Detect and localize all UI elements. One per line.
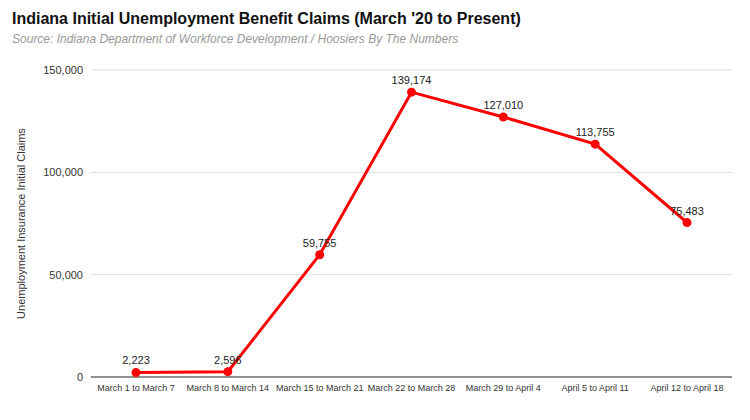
svg-text:March 22 to March 28: March 22 to March 28 [368, 383, 456, 393]
svg-text:April 5 to April 11: April 5 to April 11 [561, 383, 628, 393]
svg-text:139,174: 139,174 [392, 74, 432, 86]
svg-text:113,755: 113,755 [576, 126, 615, 138]
svg-text:75,483: 75,483 [670, 205, 704, 217]
svg-text:2,596: 2,596 [214, 354, 242, 366]
svg-text:March 8 to March 14: March 8 to March 14 [187, 383, 270, 393]
svg-text:March 29 to April 4: March 29 to April 4 [466, 383, 541, 393]
svg-text:100,000: 100,000 [43, 166, 83, 178]
svg-text:59,755: 59,755 [303, 237, 337, 249]
svg-text:0: 0 [77, 371, 83, 383]
html-text:Source: Indiana Department of: Source: Indiana Department of Workforce … [12, 32, 459, 46]
html-text:Indiana Initial Unemployment B: Indiana Initial Unemployment Benefit Cla… [12, 10, 521, 27]
svg-text:April 12 to April 18: April 12 to April 18 [650, 383, 723, 393]
svg-text:150,000: 150,000 [43, 64, 83, 76]
svg-text:Unemployment Insurance Initial: Unemployment Insurance Initial Claims [15, 128, 27, 319]
svg-text:2,223: 2,223 [122, 354, 150, 366]
svg-text:127,010: 127,010 [483, 99, 523, 111]
svg-text:March 1 to March 7: March 1 to March 7 [97, 383, 175, 393]
svg-text:50,000: 50,000 [49, 269, 83, 281]
svg-text:March 15 to March 21: March 15 to March 21 [276, 383, 364, 393]
